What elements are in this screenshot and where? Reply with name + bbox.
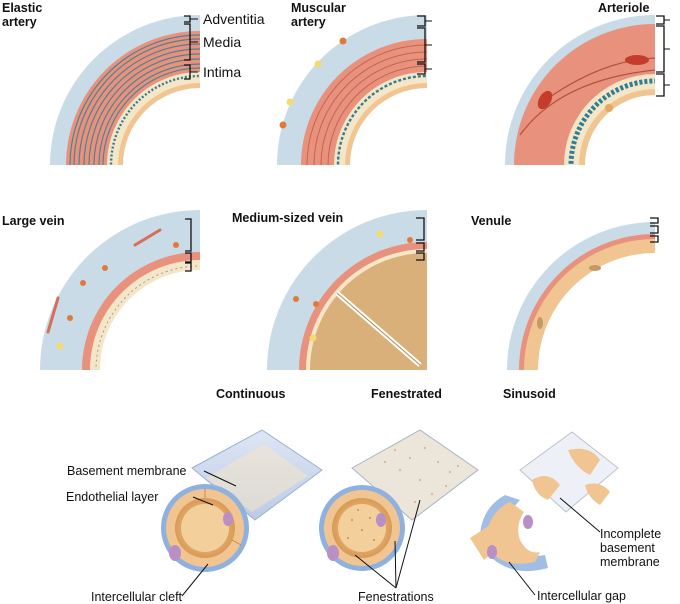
panel-title: Muscular bbox=[291, 1, 346, 15]
fenestrations-label: Fenestrations bbox=[358, 590, 434, 604]
nucleus bbox=[223, 512, 233, 526]
nucleus bbox=[327, 545, 339, 561]
panel-title: Large vein bbox=[2, 214, 65, 228]
nucleus bbox=[169, 545, 181, 561]
media-bracket bbox=[656, 25, 665, 73]
nucleus bbox=[487, 545, 497, 559]
intima-bracket bbox=[656, 73, 665, 97]
muscular-artery-panel: Muscular artery bbox=[277, 1, 432, 165]
incomplete-basement-membrane-label: basement bbox=[600, 541, 655, 555]
adventitia-bracket bbox=[185, 218, 192, 252]
intima-bracket bbox=[416, 252, 425, 261]
leader-line bbox=[354, 554, 397, 589]
continuous-capillary bbox=[161, 429, 323, 572]
arteriole-panel: Arteriole bbox=[505, 1, 670, 165]
panel-title: Fenestrated bbox=[371, 387, 442, 401]
basement-membrane-label: Basement membrane bbox=[67, 464, 187, 478]
intima-bracket bbox=[185, 262, 192, 272]
adventitia-bracket bbox=[416, 217, 425, 241]
media-bracket bbox=[416, 242, 425, 252]
medium-vein-panel: Medium-sized vein bbox=[232, 210, 427, 370]
panel-title: Continuous bbox=[216, 387, 285, 401]
intima-label: Intima bbox=[203, 64, 241, 80]
adventitia-bracket bbox=[650, 217, 659, 224]
leader-line bbox=[203, 470, 237, 487]
intercellular-cleft-label: Intercellular cleft bbox=[91, 590, 183, 604]
panel-title: Sinusoid bbox=[503, 387, 556, 401]
elastic-artery-panel: Elastic artery Adventitia Media Intima bbox=[2, 1, 265, 165]
leader-line bbox=[192, 496, 214, 506]
leader-line bbox=[508, 561, 536, 596]
venous-valve bbox=[310, 253, 427, 370]
leader-line bbox=[181, 563, 209, 597]
media-bracket bbox=[185, 252, 192, 263]
adventitia-label: Adventitia bbox=[203, 11, 265, 27]
leader-line bbox=[395, 499, 421, 589]
leader-line bbox=[394, 540, 397, 589]
panel-title: Medium-sized vein bbox=[232, 211, 343, 225]
fenestrated-capillary bbox=[319, 429, 479, 571]
large-vein-panel: Large vein bbox=[2, 210, 200, 370]
intercellular-gap-label: Intercellular gap bbox=[537, 589, 626, 603]
leader-line bbox=[559, 497, 601, 533]
endothelial-layer-label: Endothelial layer bbox=[66, 490, 158, 504]
panel-title: artery bbox=[2, 15, 37, 29]
venule-panel: Venule bbox=[471, 214, 659, 370]
intima-bracket bbox=[650, 235, 659, 243]
incomplete-basement-membrane-label: Incomplete bbox=[600, 527, 661, 541]
media-label: Media bbox=[203, 34, 241, 50]
panel-title: artery bbox=[291, 15, 326, 29]
panel-title: Arteriole bbox=[598, 1, 649, 15]
nucleus bbox=[376, 513, 386, 527]
media-bracket bbox=[650, 225, 659, 234]
panel-title: Elastic bbox=[2, 1, 42, 15]
adventitia-bracket bbox=[656, 15, 665, 25]
nucleus bbox=[523, 515, 533, 529]
sinusoid-capillary bbox=[470, 431, 619, 572]
incomplete-basement-membrane-label: membrane bbox=[600, 555, 660, 569]
fenestrations-dots bbox=[384, 447, 459, 503]
panel-title: Venule bbox=[471, 214, 511, 228]
